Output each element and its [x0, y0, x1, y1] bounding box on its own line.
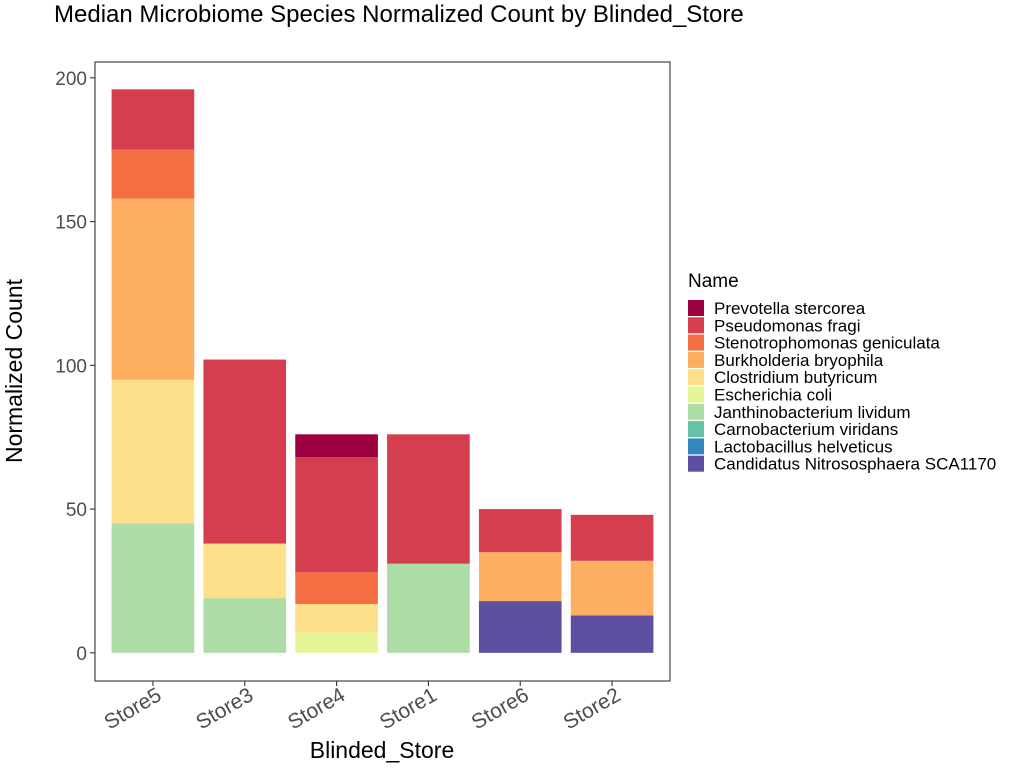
y-tick-label: 150 [55, 213, 87, 234]
legend-title: Name [688, 271, 739, 292]
legend-label: Clostridium butyricum [714, 368, 877, 387]
bar-segment [111, 89, 195, 150]
x-tick-label: Store4 [284, 683, 349, 734]
x-tick-label: Store2 [559, 683, 624, 734]
legend-swatch [688, 334, 704, 351]
x-tick-label: Store6 [468, 683, 533, 734]
bar-segment [203, 598, 287, 653]
bar-segment [295, 632, 378, 653]
legend-swatch [688, 317, 704, 334]
y-axis: 0 50 100 150 200 [55, 69, 95, 665]
x-tick-label: Store3 [192, 683, 257, 734]
x-axis: Store5 Store3 Store4 Store1 Store6 Store2 [100, 681, 625, 734]
bar-segment [295, 603, 378, 633]
legend-label: Prevotella stercorea [714, 299, 866, 318]
y-axis-title: Normalized Count [1, 278, 27, 463]
bar-segment [478, 552, 562, 602]
bars-layer [111, 89, 654, 653]
bar-segment [570, 615, 654, 653]
legend-swatch [688, 300, 704, 316]
legend-swatch [688, 351, 704, 368]
bar-segment [111, 149, 195, 199]
legend-swatch [688, 455, 704, 472]
legend-label: Escherichia coli [714, 386, 832, 405]
legend-swatch [688, 403, 704, 420]
y-tick-label: 0 [76, 644, 87, 665]
legend-label: Stenotrophomonas geniculata [714, 334, 940, 353]
legend-swatch [688, 386, 704, 403]
legend-label: Carnobacterium viridans [714, 420, 898, 439]
bar-segment [111, 198, 195, 380]
bar-segment [387, 434, 470, 564]
bar-segment [203, 359, 287, 544]
bar-segment [295, 572, 378, 604]
bar-segment [387, 563, 470, 653]
bar-segment [111, 379, 195, 524]
chart-title: Median Microbiome Species Normalized Cou… [54, 1, 744, 28]
bar-segment [570, 560, 654, 616]
x-axis-title: Blinded_Store [310, 737, 455, 763]
x-tick-label: Store1 [376, 683, 441, 734]
bar-segment [478, 601, 562, 653]
legend-label: Janthinobacterium lividum [714, 403, 911, 422]
y-tick-label: 100 [55, 356, 87, 377]
legend-label: Burkholderia bryophila [714, 351, 884, 370]
bar-segment [203, 543, 287, 599]
bar-segment [295, 457, 378, 573]
legend-label: Pseudomonas fragi [714, 316, 860, 335]
y-tick-label: 200 [55, 69, 87, 90]
bar-segment [570, 514, 654, 561]
legend-swatch [688, 438, 704, 455]
legend-label: Lactobacillus helveticus [714, 437, 893, 456]
bar-segment [295, 434, 378, 458]
legend-swatch [688, 421, 704, 438]
legend-label: Candidatus Nitrososphaera SCA1170 [714, 455, 996, 474]
bar-segment [478, 509, 562, 553]
legend-swatch [688, 369, 704, 386]
x-tick-label: Store5 [100, 683, 165, 734]
bar-segment [111, 523, 195, 653]
y-tick-label: 50 [66, 500, 87, 521]
